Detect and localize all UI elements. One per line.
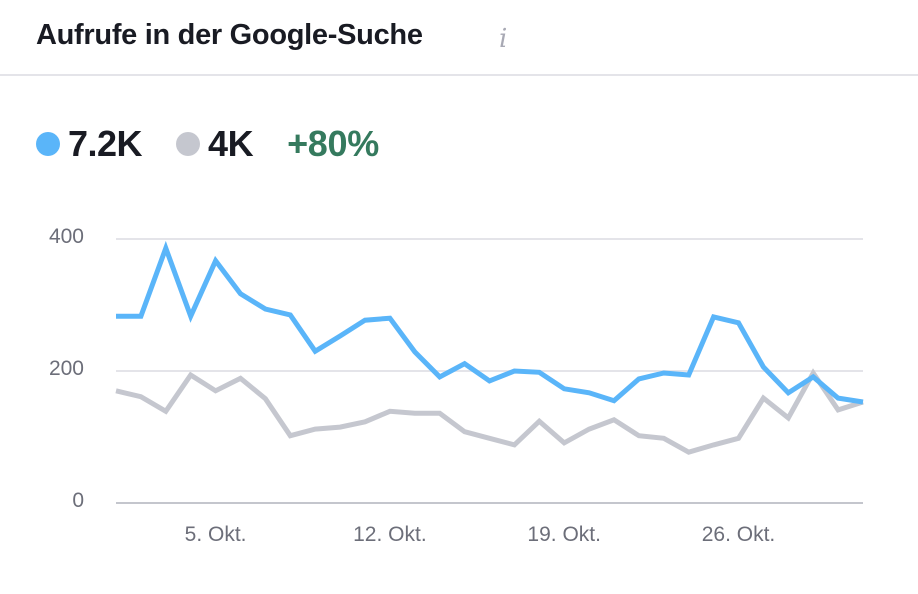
y-tick-label: 400 xyxy=(48,225,84,248)
change-percentage: +80% xyxy=(287,123,379,164)
card-header: Aufrufe in der Google-Suche i xyxy=(0,0,918,76)
previous-period-total: 4K xyxy=(208,123,254,164)
x-tick-label: 12. Okt. xyxy=(353,523,427,546)
y-tick-label: 200 xyxy=(48,357,84,380)
series-line[interactable] xyxy=(115,368,864,455)
previous-period-dot-icon xyxy=(176,132,201,156)
info-icon[interactable]: i xyxy=(499,24,508,54)
series-line[interactable] xyxy=(116,240,864,405)
chart-plot-area[interactable] xyxy=(0,200,918,594)
x-tick-label: 19. Okt. xyxy=(527,523,601,546)
current-period-dot-icon xyxy=(36,132,60,156)
line-chart: 0 200 400 5. Okt. 12. Okt. 19. Okt. 26. Okt. xyxy=(0,200,918,594)
legend-previous-period[interactable]: 4K xyxy=(176,123,254,165)
current-period-total: 7.2K xyxy=(68,123,143,164)
y-tick-label: 0 xyxy=(72,489,84,512)
summary-legend: 7.2K 4K +80% xyxy=(36,120,379,168)
x-tick-label: 5. Okt. xyxy=(184,523,247,546)
card-title: Aufrufe in der Google-Suche xyxy=(36,19,423,51)
legend-current-period[interactable]: 7.2K xyxy=(36,123,143,165)
x-tick-label: 26. Okt. xyxy=(701,523,776,546)
